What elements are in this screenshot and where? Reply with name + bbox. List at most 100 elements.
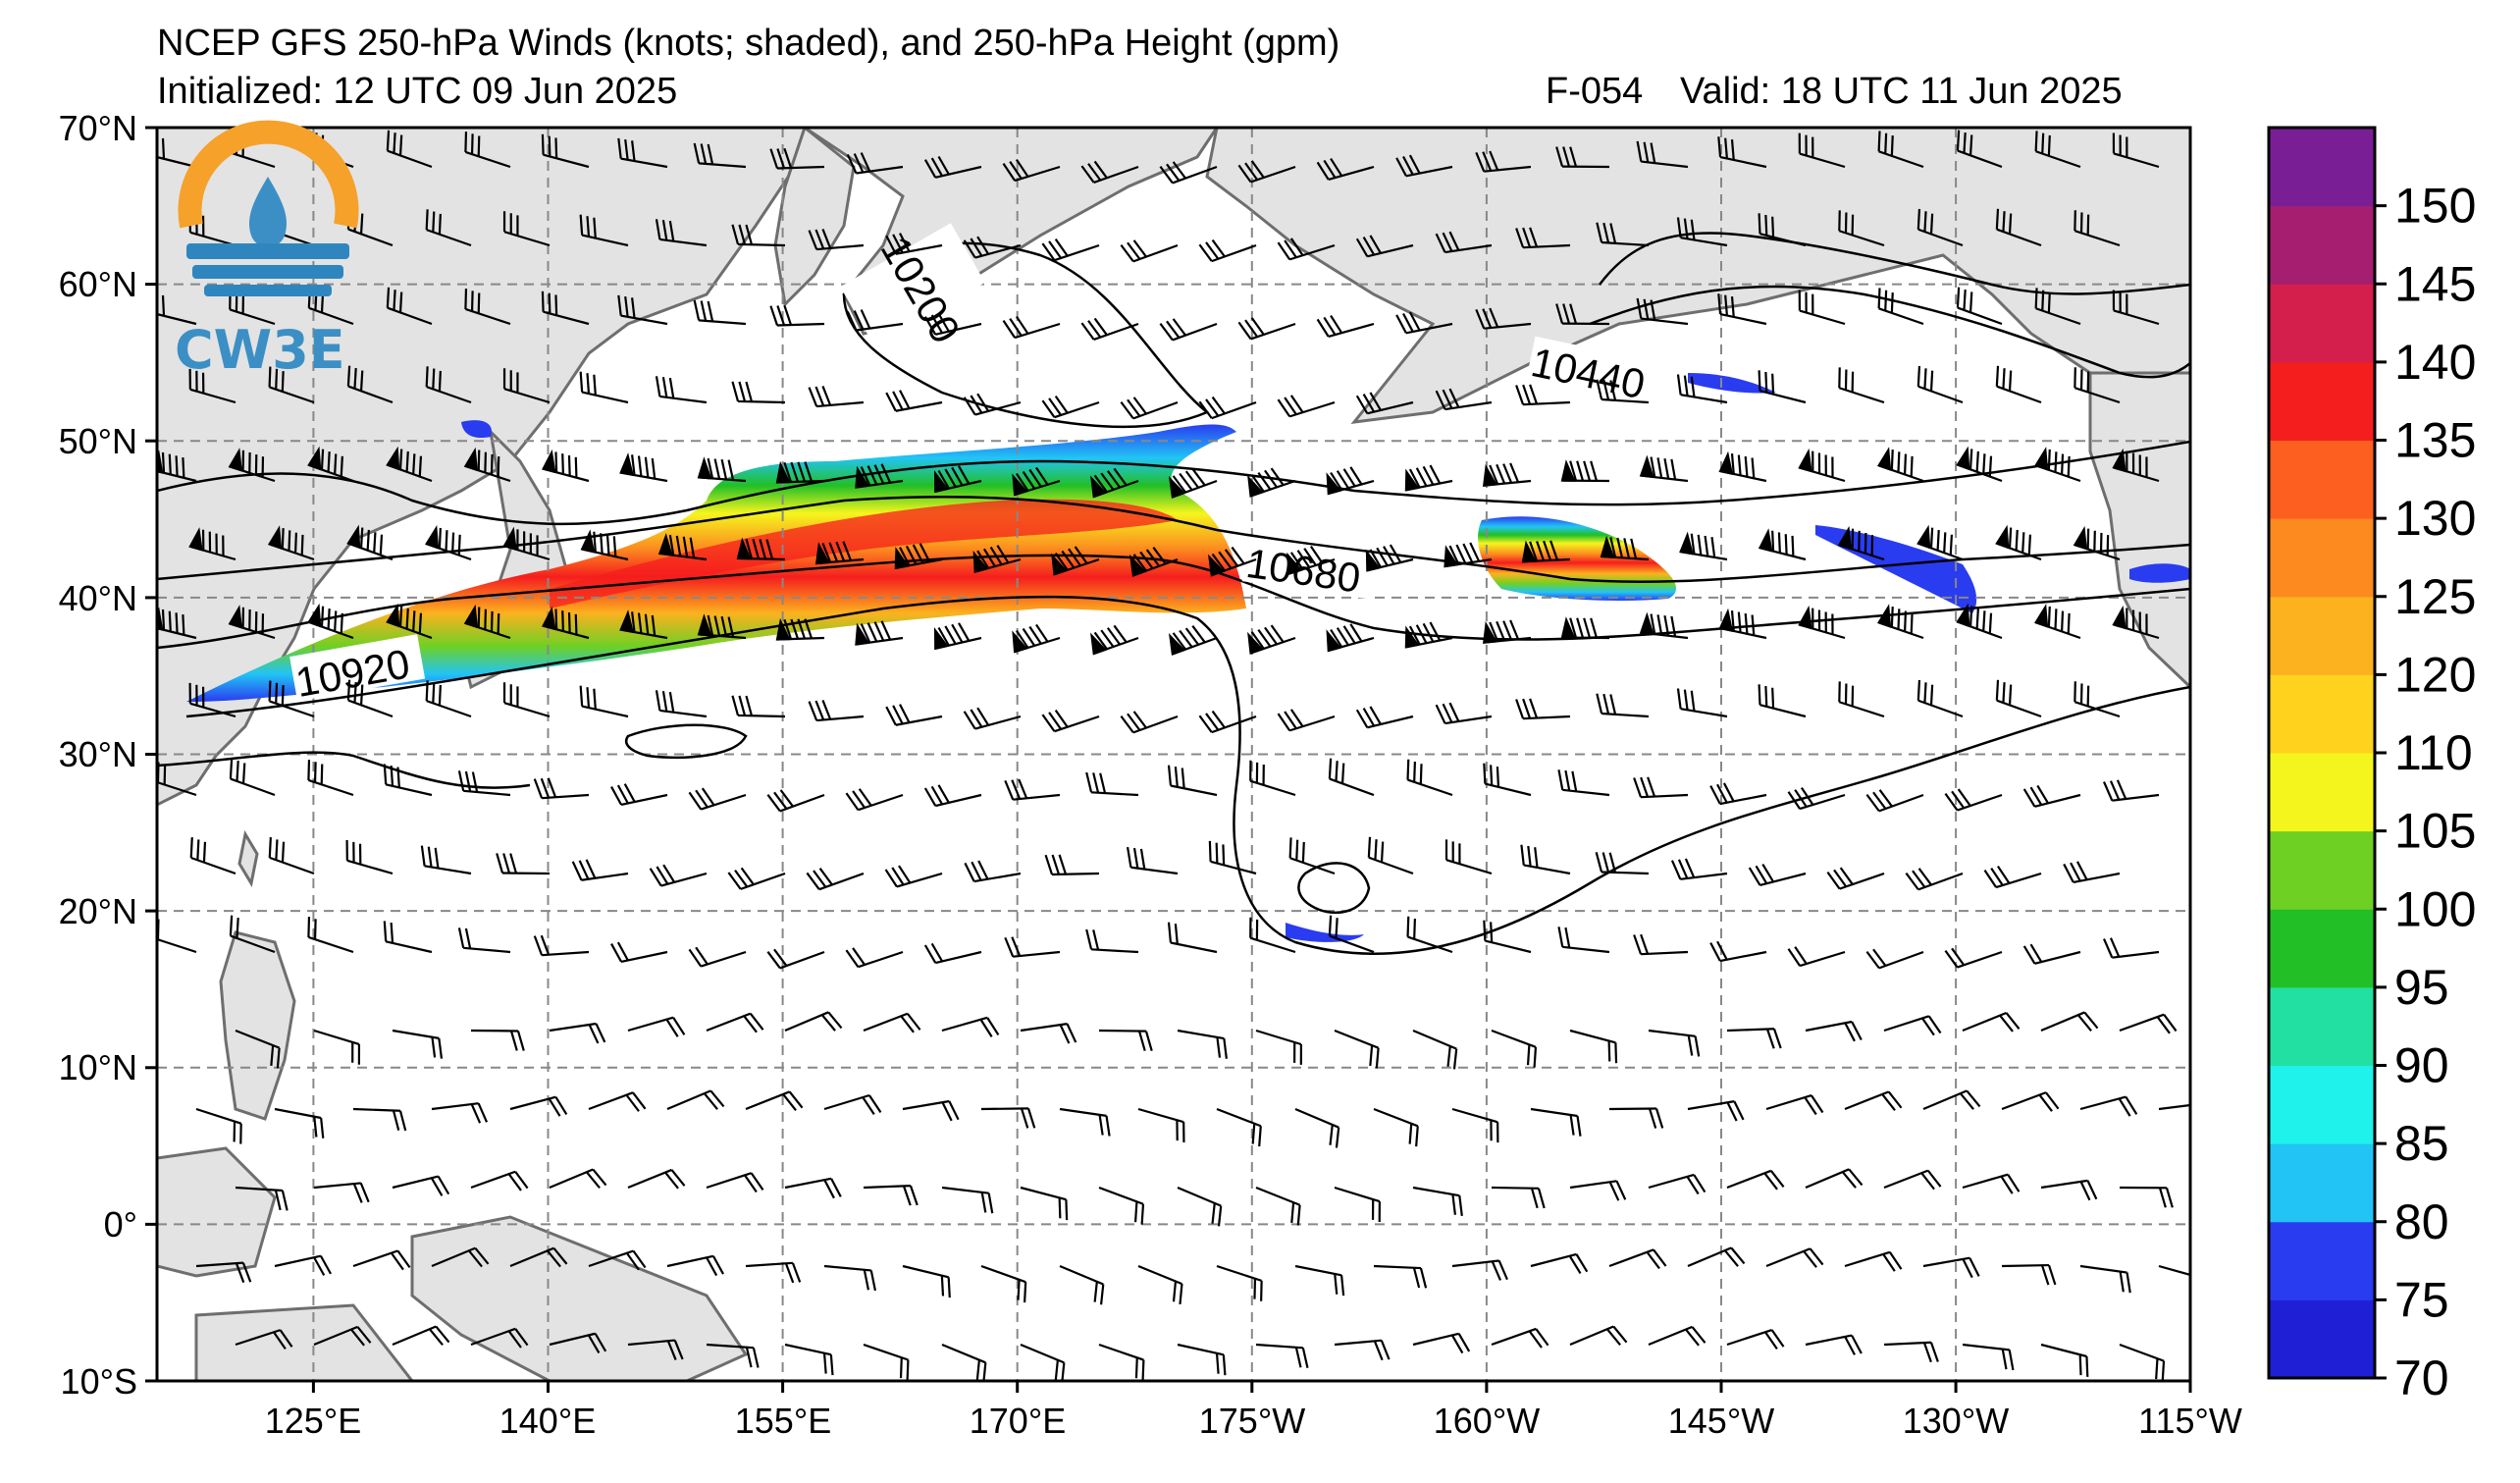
wind-barb-feather bbox=[1650, 299, 1656, 321]
wind-barb-shaft bbox=[1137, 1107, 1184, 1124]
wind-barb-shaft bbox=[863, 1343, 909, 1361]
wind-barb-feather bbox=[1106, 627, 1122, 646]
wind-barb-shaft bbox=[974, 715, 1022, 730]
wind-barb-feather bbox=[1099, 772, 1107, 794]
wind-barb-feather bbox=[425, 209, 429, 231]
wind-barb-feather bbox=[963, 239, 976, 259]
wind-barb-feather bbox=[1844, 1022, 1856, 1042]
wind-barb-feather bbox=[873, 621, 885, 642]
wind-barb-feather bbox=[2001, 1349, 2008, 1370]
wind-barb-feather bbox=[567, 611, 571, 633]
wind-barb-feather bbox=[1442, 389, 1453, 409]
wind-barb-feather bbox=[944, 468, 957, 488]
wind-barb-feather bbox=[1085, 928, 1093, 950]
wind-barb-feather bbox=[1772, 1028, 1782, 1049]
wind-barb-feather bbox=[1916, 208, 1921, 230]
wind-barb-feather bbox=[438, 1037, 444, 1059]
wind-barb-feather bbox=[1362, 708, 1376, 727]
wind-barb-feather bbox=[637, 455, 643, 477]
wind-barb-feather bbox=[2022, 788, 2036, 808]
wind-barb-feather bbox=[700, 143, 708, 165]
longitude-axis: 125°E 140°E 155°E 170°E 175°W 160°W 145°… bbox=[265, 1381, 2242, 1441]
wind-barb-feather bbox=[2038, 1093, 2053, 1112]
wind-barb-feather bbox=[1166, 163, 1181, 182]
wind-barb-feather bbox=[1526, 1044, 1531, 1066]
wind-barb-shaft bbox=[2040, 1179, 2088, 1190]
wind-barb-feather bbox=[1608, 1181, 1620, 1201]
wind-barb-feather bbox=[281, 841, 286, 863]
wind-barb-feather bbox=[1462, 543, 1474, 563]
wind-barb-shaft bbox=[1294, 1264, 1342, 1277]
wind-barb-feather bbox=[1959, 1092, 1974, 1110]
wind-barb-pennant bbox=[1758, 528, 1773, 553]
wind-barb-feather bbox=[1614, 1042, 1618, 1064]
wind-barb-feather bbox=[827, 1011, 843, 1030]
wind-barb-feather bbox=[1951, 947, 1966, 966]
wind-barb-feather bbox=[1374, 839, 1378, 861]
wind-barb-feather bbox=[1515, 385, 1525, 405]
wind-barb-feather bbox=[2034, 288, 2038, 309]
wind-barb-feather bbox=[1944, 792, 1959, 812]
wind-barb-shaft bbox=[1844, 1250, 1891, 1268]
wind-barb-shaft bbox=[1334, 1029, 1380, 1049]
wind-barb-feather bbox=[1294, 1347, 1302, 1368]
wind-barb-shaft bbox=[863, 1184, 912, 1190]
wind-barb-feather bbox=[1910, 455, 1914, 477]
wind-barb-feather bbox=[1957, 788, 1971, 807]
wind-barb-feather bbox=[405, 450, 409, 472]
wind-barb-shaft bbox=[1562, 945, 1610, 954]
wind-barb-feather bbox=[720, 458, 728, 480]
wind-barb-feather bbox=[970, 395, 983, 414]
wind-barb-feather bbox=[1336, 470, 1349, 489]
wind-barb-pennant bbox=[1798, 605, 1812, 630]
wind-barb-feather bbox=[808, 230, 818, 250]
wind-barb-shaft bbox=[1368, 856, 1414, 875]
wind-barb-feather bbox=[668, 534, 675, 556]
wind-barb-feather bbox=[2109, 937, 2121, 958]
contour-10440 bbox=[1589, 285, 2190, 379]
wind-barb-shaft bbox=[1250, 165, 1296, 184]
wind-barb-feather bbox=[964, 862, 975, 882]
map-panel: 10200 10440 10680 10920 bbox=[157, 128, 2190, 1381]
wind-barb-feather bbox=[2155, 1358, 2159, 1380]
wind-barb-feather bbox=[769, 305, 779, 326]
wind-barb-pennant bbox=[1012, 630, 1028, 654]
wind-barb-shaft bbox=[1249, 936, 1296, 954]
wind-barb-feather bbox=[430, 1177, 444, 1196]
wind-barb-feather bbox=[1568, 1255, 1582, 1275]
wind-barb-feather bbox=[313, 919, 317, 940]
wind-barb-feather bbox=[547, 1249, 561, 1268]
wind-barb-feather bbox=[600, 533, 604, 555]
wind-barb-feather bbox=[987, 1192, 994, 1214]
wind-barb-feather bbox=[707, 614, 714, 636]
wind-barb-feather bbox=[860, 466, 871, 487]
wind-barb-shaft bbox=[426, 386, 472, 404]
wind-barb-feather bbox=[2034, 131, 2038, 152]
wind-barb-feather bbox=[359, 370, 364, 392]
wind-barb-feather bbox=[980, 1192, 987, 1213]
wind-barb-feather bbox=[970, 238, 983, 257]
wind-barb-feather bbox=[1755, 865, 1768, 884]
wind-barb-feather bbox=[334, 610, 338, 632]
wind-barb-feather bbox=[958, 622, 971, 642]
wind-barb-feather bbox=[1288, 837, 1292, 859]
wind-barb-feather bbox=[1771, 373, 1775, 395]
streak-sea-of-japan bbox=[461, 420, 492, 439]
wind-barb-feather bbox=[1289, 709, 1304, 727]
wind-barb-feather bbox=[1342, 625, 1356, 644]
wind-barb-feather bbox=[1951, 790, 1966, 809]
lat-label: 50°N bbox=[59, 421, 137, 461]
wind-barb-feather bbox=[1217, 1205, 1223, 1227]
wind-barb-feather bbox=[1455, 544, 1467, 564]
wind-barb-feather bbox=[1609, 537, 1617, 558]
wind-barb-feather bbox=[1369, 235, 1382, 254]
wind-barb-feather bbox=[1956, 130, 1961, 151]
wind-barb-feather bbox=[1054, 238, 1069, 257]
wind-barb-shaft bbox=[1491, 1186, 1540, 1190]
wind-barb-shaft bbox=[858, 950, 904, 969]
wind-barb-feather bbox=[727, 616, 735, 638]
wind-barb-feather bbox=[970, 709, 983, 728]
wind-barb-shaft bbox=[935, 793, 982, 808]
wind-barb-feather bbox=[1369, 549, 1382, 568]
wind-barb-feather bbox=[766, 951, 781, 970]
